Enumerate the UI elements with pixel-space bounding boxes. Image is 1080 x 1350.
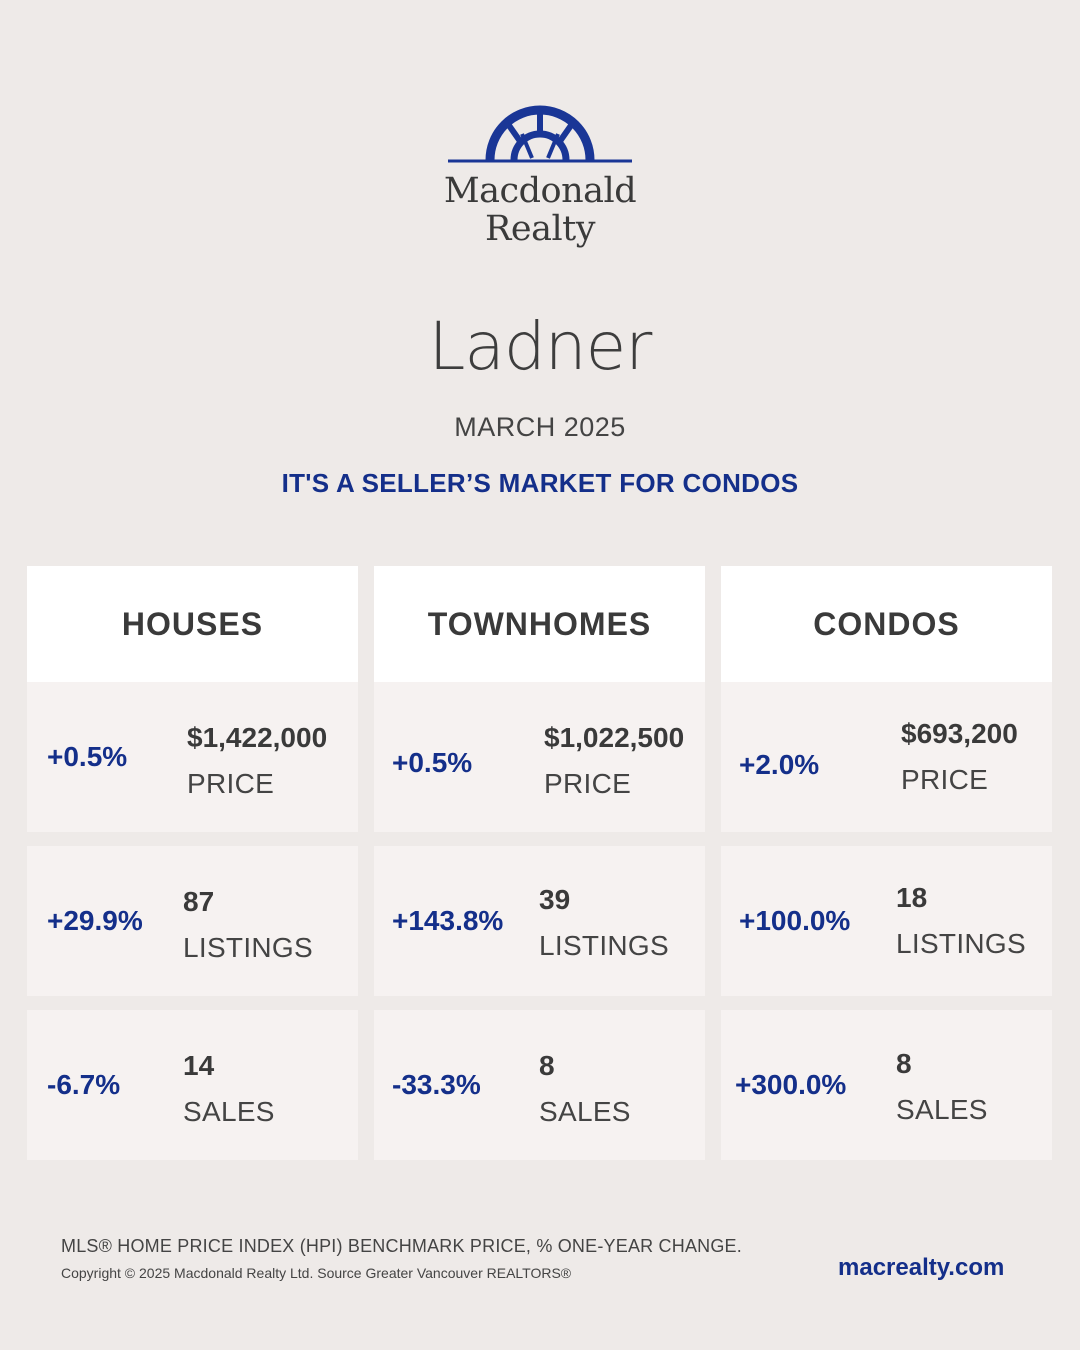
column-heading: TOWNHOMES [374, 566, 705, 682]
stat-label: PRICE [544, 768, 632, 799]
change-percent: +29.9% [47, 905, 143, 936]
page-title: Ladner [428, 308, 653, 385]
stat-label: SALES [896, 1094, 988, 1125]
website-link[interactable]: macrealty.com [838, 1254, 1005, 1281]
change-percent: +300.0% [735, 1069, 847, 1100]
column-heading: HOUSES [27, 566, 358, 682]
sales-stat-card: -33.3% 8 SALES [374, 1010, 705, 1160]
report-month: MARCH 2025 [454, 412, 626, 442]
change-percent: +2.0% [739, 748, 820, 780]
change-percent: +0.5% [47, 741, 128, 772]
change-percent: +143.8% [392, 905, 504, 936]
stat-label: SALES [539, 1096, 631, 1127]
stat-value: 8 [539, 1050, 555, 1081]
change-percent: -33.3% [392, 1069, 481, 1100]
change-percent: +100.0% [739, 905, 851, 936]
price-stat-card: +0.5% $1,422,000 PRICE [27, 682, 358, 832]
change-percent: -6.7% [47, 1069, 121, 1100]
logo-wordmark-line1: Macdonald [443, 171, 637, 211]
houses-column: HOUSES +0.5% $1,422,000 PRICE +29.9% 87 … [27, 566, 358, 1160]
stat-label: LISTINGS [539, 930, 669, 961]
stat-label: LISTINGS [896, 928, 1026, 959]
methodology-note: MLS® HOME PRICE INDEX (HPI) BENCHMARK PR… [61, 1236, 742, 1256]
copyright-text: Copyright © 2025 Macdonald Realty Ltd. S… [61, 1265, 572, 1281]
condos-column: CONDOS +2.0% $693,200 PRICE +100.0% 18 L… [721, 566, 1052, 1160]
market-headline: IT'S A SELLER’S MARKET FOR CONDOS [281, 468, 799, 498]
brand-logo: Macdonald Realty [440, 104, 640, 248]
stat-label: PRICE [901, 764, 989, 795]
listings-stat-card: +29.9% 87 LISTINGS [27, 846, 358, 996]
listings-stat-card: +143.8% 39 LISTINGS [374, 846, 705, 996]
sales-stat-card: -6.7% 14 SALES [27, 1010, 358, 1160]
macdonald-realty-emblem-icon [448, 105, 632, 163]
stat-value: $1,422,000 [187, 722, 328, 753]
stat-value: 39 [539, 884, 571, 915]
column-heading: CONDOS [721, 566, 1052, 682]
price-stat-card: +2.0% $693,200 PRICE [721, 682, 1052, 832]
stat-value: 8 [896, 1048, 912, 1079]
sales-stat-card: +300.0% 8 SALES [721, 1010, 1052, 1160]
stat-value: 18 [896, 882, 928, 913]
townhomes-column: TOWNHOMES +0.5% $1,022,500 PRICE +143.8%… [374, 566, 705, 1160]
stat-label: PRICE [187, 768, 275, 799]
price-stat-card: +0.5% $1,022,500 PRICE [374, 682, 705, 832]
stat-value: $693,200 [901, 718, 1018, 749]
stat-label: LISTINGS [183, 932, 313, 963]
change-percent: +0.5% [392, 747, 473, 778]
listings-stat-card: +100.0% 18 LISTINGS [721, 846, 1052, 996]
stat-value: $1,022,500 [544, 722, 685, 753]
stat-value: 14 [183, 1050, 215, 1081]
logo-wordmark-line2: Realty [485, 209, 595, 249]
stat-value: 87 [183, 886, 215, 917]
stat-label: SALES [183, 1096, 275, 1127]
